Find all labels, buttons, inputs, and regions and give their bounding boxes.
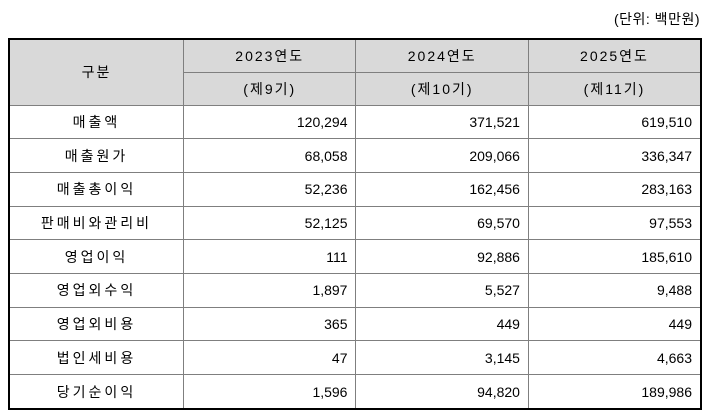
row-label: 매출원가 bbox=[8, 138, 184, 173]
value-2025: 189,986 bbox=[527, 374, 702, 410]
value-2024: 94,820 bbox=[355, 374, 529, 410]
row-label: 법인세비용 bbox=[8, 340, 184, 375]
table-row-gross-profit: 매출총이익 52,236 162,456 283,163 bbox=[8, 171, 702, 207]
row-label: 영업이익 bbox=[8, 239, 184, 274]
value-2024: 5,527 bbox=[355, 272, 529, 308]
table-row-operating-profit: 영업이익 111 92,886 185,610 bbox=[8, 239, 702, 274]
value-2023: 111 bbox=[182, 239, 357, 274]
column-header-period-9: (제9기) bbox=[182, 71, 357, 106]
value-2024: 449 bbox=[355, 306, 529, 342]
table-row-non-operating-income: 영업외수익 1,897 5,527 9,488 bbox=[8, 272, 702, 308]
table-row-revenue: 매출액 120,294 371,521 619,510 bbox=[8, 104, 702, 140]
table-row-cost-of-sales: 매출원가 68,058 209,066 336,347 bbox=[8, 138, 702, 173]
value-2023: 1,596 bbox=[182, 374, 357, 410]
value-2025: 185,610 bbox=[527, 239, 702, 274]
value-2025: 4,663 bbox=[527, 340, 702, 375]
row-label: 영업외비용 bbox=[8, 306, 184, 342]
value-2023: 47 bbox=[182, 340, 357, 375]
column-header-year-2025: 2025연도 bbox=[527, 38, 702, 73]
column-header-period-11: (제11기) bbox=[527, 71, 702, 106]
value-2025: 283,163 bbox=[527, 171, 702, 207]
table-row-non-operating-expenses: 영업외비용 365 449 449 bbox=[8, 306, 702, 342]
column-header-year-2024: 2024연도 bbox=[355, 38, 529, 73]
table-body: 매출액 120,294 371,521 619,510 매출원가 68,058 … bbox=[8, 104, 702, 410]
value-2023: 1,897 bbox=[182, 272, 357, 308]
table-row-income-tax-expense: 법인세비용 47 3,145 4,663 bbox=[8, 340, 702, 375]
value-2023: 365 bbox=[182, 306, 357, 342]
financial-summary-table: 구분 2023연도 2024연도 2025연도 (제9기) (제10기) (제1… bbox=[8, 38, 702, 410]
column-header-year-2023: 2023연도 bbox=[182, 38, 357, 73]
row-label: 판매비와관리비 bbox=[8, 205, 184, 241]
header-row-years: 구분 2023연도 2024연도 2025연도 bbox=[8, 38, 702, 106]
value-2024: 92,886 bbox=[355, 239, 529, 274]
value-2025: 97,553 bbox=[527, 205, 702, 241]
value-2025: 9,488 bbox=[527, 272, 702, 308]
unit-label: (단위: 백만원) bbox=[613, 11, 700, 27]
column-header-period-10: (제10기) bbox=[355, 71, 529, 106]
value-2024: 162,456 bbox=[355, 171, 529, 207]
row-label: 매출총이익 bbox=[8, 171, 184, 207]
row-label: 영업외수익 bbox=[8, 272, 184, 308]
row-label: 매출액 bbox=[8, 104, 184, 140]
column-header-category: 구분 bbox=[8, 38, 184, 106]
row-label: 당기순이익 bbox=[8, 374, 184, 410]
value-2025: 336,347 bbox=[527, 138, 702, 173]
table-header: 구분 2023연도 2024연도 2025연도 (제9기) (제10기) (제1… bbox=[8, 38, 702, 106]
value-2025: 619,510 bbox=[527, 104, 702, 140]
value-2023: 52,236 bbox=[182, 171, 357, 207]
table-row-net-income: 당기순이익 1,596 94,820 189,986 bbox=[8, 374, 702, 410]
header-row-periods: (제9기) (제10기) (제11기) bbox=[9, 71, 702, 106]
value-2025: 449 bbox=[527, 306, 702, 342]
value-2023: 68,058 bbox=[182, 138, 357, 173]
value-2024: 69,570 bbox=[355, 205, 529, 241]
value-2023: 120,294 bbox=[182, 104, 357, 140]
table-row-sga-expenses: 판매비와관리비 52,125 69,570 97,553 bbox=[8, 205, 702, 241]
value-2024: 209,066 bbox=[355, 138, 529, 173]
value-2023: 52,125 bbox=[182, 205, 357, 241]
value-2024: 371,521 bbox=[355, 104, 529, 140]
value-2024: 3,145 bbox=[355, 340, 529, 375]
